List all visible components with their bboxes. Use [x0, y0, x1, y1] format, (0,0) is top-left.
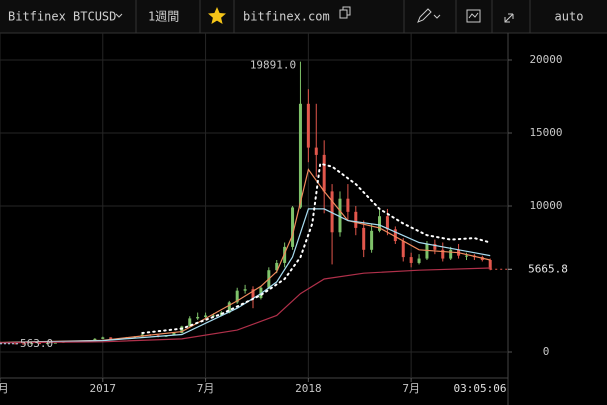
- last-price-label: 5665.8: [528, 262, 568, 275]
- candle-body: [196, 316, 200, 319]
- candle-body: [45, 343, 49, 345]
- interval[interactable]: 1週間: [148, 10, 179, 24]
- y-tick-label: 15000: [529, 126, 562, 139]
- candle-body: [235, 290, 239, 303]
- candle-body: [93, 338, 97, 341]
- candle-body: [449, 249, 453, 259]
- candle-body: [401, 241, 405, 258]
- indicator-line: [141, 162, 492, 334]
- favorite-star[interactable]: [208, 7, 226, 24]
- copy-icon[interactable]: [339, 6, 351, 19]
- indicator-line: [0, 208, 491, 344]
- candle-body: [441, 249, 445, 259]
- plot-area: 19891.0 563.0: [0, 59, 508, 350]
- candle-body: [464, 255, 468, 257]
- y-tick-label: 20000: [529, 53, 562, 66]
- candle-body: [251, 289, 255, 298]
- x-tick-label: 2017: [90, 382, 117, 395]
- toolbar: Bitfinex BTCUSD 1週間 bitfinex.com auto: [0, 0, 607, 34]
- candle-body: [314, 147, 318, 155]
- candle-body: [433, 243, 437, 250]
- candle-body: [338, 198, 342, 233]
- candle-body: [101, 337, 105, 339]
- x-tick-label: 7月: [0, 382, 9, 395]
- candle-body: [275, 262, 279, 271]
- y-tick-label: 10000: [529, 199, 562, 212]
- toolbar-bg: [0, 0, 607, 33]
- candle-body: [14, 343, 18, 345]
- candle-body: [488, 260, 492, 270]
- candle-body: [378, 216, 382, 231]
- candle-body: [188, 318, 192, 327]
- indicator-icon[interactable]: [466, 9, 481, 23]
- scale-mode[interactable]: auto: [555, 10, 584, 24]
- candle-body: [298, 103, 302, 208]
- candle-body: [425, 243, 429, 259]
- draw-chevron[interactable]: [433, 14, 441, 19]
- candle-body: [283, 246, 287, 263]
- candle-body: [322, 154, 326, 192]
- indicator-line: [0, 168, 491, 344]
- x-tick-label: 7月: [402, 382, 420, 395]
- candle-body: [385, 216, 389, 230]
- site[interactable]: bitfinex.com: [243, 10, 330, 24]
- candle-body: [330, 191, 334, 233]
- candle-body: [354, 211, 358, 228]
- candle-body: [243, 289, 247, 291]
- symbol[interactable]: Bitfinex BTCUSD: [8, 10, 116, 24]
- candle-body: [362, 227, 366, 250]
- candle-body: [38, 343, 42, 345]
- candle-body: [346, 198, 350, 212]
- candle-body: [306, 103, 310, 148]
- x-tick-label: 2018: [295, 382, 322, 395]
- candle-body: [22, 343, 26, 345]
- fullscreen-icon[interactable]: [504, 13, 514, 23]
- candle-body: [204, 315, 208, 317]
- candle-body: [30, 343, 34, 345]
- high-label: 19891.0: [250, 59, 296, 72]
- candle-body: [417, 258, 421, 263]
- candle-body: [211, 315, 215, 317]
- candle-body: [109, 337, 113, 339]
- countdown: 03:05:06: [454, 382, 507, 395]
- candle-body: [227, 302, 231, 313]
- indicator-line: [0, 267, 491, 344]
- candle-body: [172, 333, 176, 336]
- candle-body: [370, 230, 374, 250]
- axes: 0 10000 15000 20000 7月 2017 7月 2018 7月 5665.8 03:0…: [0, 53, 568, 395]
- y-tick-label: 0: [543, 345, 550, 358]
- draw-icon[interactable]: [417, 8, 432, 23]
- symbol-chevron[interactable]: [115, 13, 123, 18]
- candle-body: [291, 207, 295, 247]
- low-label: 563.0: [20, 337, 53, 350]
- candle-body: [409, 257, 413, 263]
- grid: [0, 33, 508, 378]
- candle-body: [180, 326, 184, 334]
- candle-body: [393, 229, 397, 242]
- candle-body: [53, 342, 57, 344]
- x-tick-label: 7月: [197, 382, 215, 395]
